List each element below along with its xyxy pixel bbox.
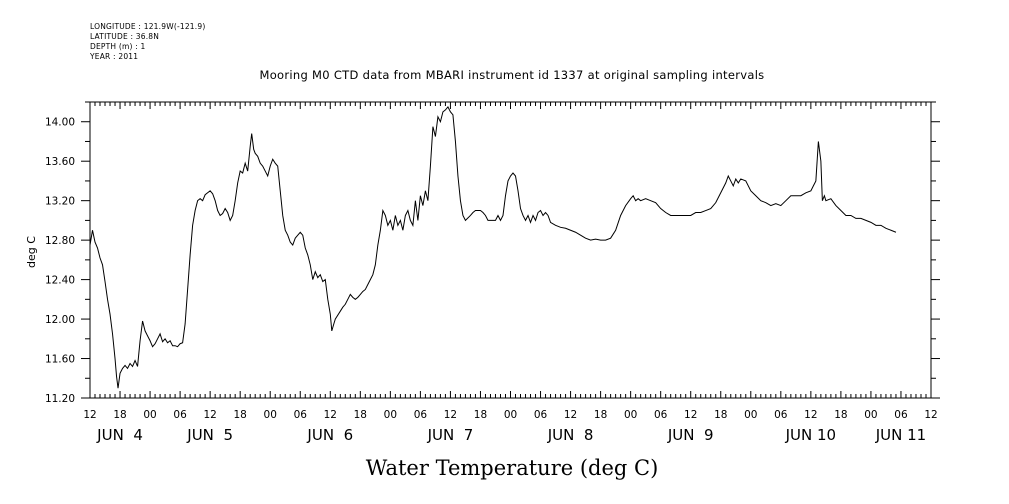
y-axis-label: deg C — [25, 236, 38, 268]
x-tick-label: 06 — [654, 409, 668, 421]
x-day-label: JUN 11 — [875, 426, 926, 444]
x-day-labels: JUN 4 JUN 5 JUN 6 JUN 7 JUN 8 JUN 9 JUN 10 JUN … — [96, 426, 926, 444]
metadata-longitude: LONGITUDE : 121.9W(-121.9) — [90, 22, 206, 31]
x-tick-label: 18 — [233, 409, 246, 421]
y-tick-label: 12.00 — [45, 314, 75, 326]
x-tick-label: 18 — [834, 409, 847, 421]
x-tick-label: 12 — [203, 409, 216, 421]
x-tick-label: 06 — [894, 409, 908, 421]
x-tick-label: 00 — [864, 409, 877, 421]
x-day-label: JUN 7 — [427, 426, 474, 444]
x-day-label: JUN 8 — [547, 426, 594, 444]
y-tick-label: 12.40 — [45, 275, 75, 287]
axis-ticks — [81, 101, 940, 399]
y-tick-label: 11.60 — [45, 354, 75, 366]
x-tick-label: 18 — [594, 409, 607, 421]
metadata-latitude: LATITUDE : 36.8N — [90, 32, 160, 41]
x-day-label: JUN 4 — [96, 426, 143, 444]
x-tick-label: 06 — [414, 409, 428, 421]
y-tick-labels: 11.20 11.60 12.00 12.40 12.80 13.20 13.60 14.00 — [45, 117, 75, 405]
plot-frame — [89, 101, 932, 399]
metadata-year: YEAR : 2011 — [90, 52, 139, 61]
x-tick-label: 00 — [143, 409, 156, 421]
x-tick-label: 12 — [564, 409, 577, 421]
y-tick-label: 11.20 — [45, 393, 75, 405]
x-tick-label: 12 — [444, 409, 457, 421]
x-tick-label: 00 — [264, 409, 277, 421]
x-axis-label: Water Temperature (deg C) — [366, 456, 659, 480]
metadata-depth: DEPTH (m) : 1 — [90, 42, 146, 51]
x-tick-label: 12 — [804, 409, 817, 421]
x-tick-label: 06 — [173, 409, 187, 421]
x-day-label: JUN 5 — [186, 426, 233, 444]
x-tick-label: 12 — [684, 409, 697, 421]
x-tick-label: 12 — [324, 409, 337, 421]
x-tick-label: 18 — [354, 409, 367, 421]
x-tick-label: 00 — [624, 409, 637, 421]
x-day-label: JUN 9 — [667, 426, 714, 444]
x-tick-label: 00 — [384, 409, 397, 421]
x-tick-label: 06 — [774, 409, 788, 421]
x-tick-label: 12 — [83, 409, 96, 421]
x-day-label: JUN 10 — [785, 426, 836, 444]
x-tick-label: 18 — [474, 409, 487, 421]
y-tick-label: 14.00 — [45, 117, 75, 129]
x-tick-label: 06 — [534, 409, 548, 421]
x-tick-label: 00 — [504, 409, 517, 421]
x-tick-labels: 12 18 00 06 12 18 00 06 12 18 00 06 12 18 00 06 12 18 00 06… — [83, 409, 937, 421]
x-day-label: JUN 6 — [306, 426, 353, 444]
x-tick-label: 18 — [113, 409, 126, 421]
x-tick-label: 12 — [924, 409, 937, 421]
y-tick-label: 12.80 — [45, 235, 75, 247]
x-tick-label: 00 — [744, 409, 757, 421]
y-tick-label: 13.20 — [45, 196, 75, 208]
y-tick-label: 13.60 — [45, 156, 75, 168]
metadata-block: LONGITUDE : 121.9W(-121.9) LATITUDE : 36… — [90, 22, 205, 62]
water-temperature-line — [89, 106, 897, 389]
x-tick-label: 18 — [714, 409, 727, 421]
x-tick-label: 06 — [294, 409, 308, 421]
chart-title: Mooring M0 CTD data from MBARI instrumen… — [260, 68, 765, 82]
